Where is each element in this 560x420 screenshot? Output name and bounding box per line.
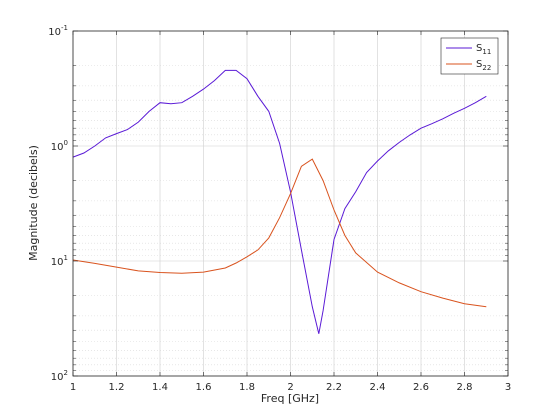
x-tick-label: 2: [287, 382, 293, 393]
series-line-s22: [72, 158, 487, 308]
y-tick-label: 10-1: [48, 24, 68, 38]
minor-gridlines: [73, 65, 508, 372]
x-tick-label: 2.2: [326, 382, 342, 393]
y-tick-labels: 10-1 100 101 102: [48, 24, 68, 383]
legend-box: [440, 37, 499, 75]
x-tick-labels: 1 1.2 1.4 1.6 1.8 2 2.2 2.4 2.6 2.8 3: [70, 382, 511, 393]
legend-label-s11: S11: [476, 43, 491, 56]
y-tick-label: 100: [51, 139, 68, 153]
x-tick-label: 1.2: [109, 382, 125, 393]
x-axis-label: Freq [GHz]: [261, 392, 319, 405]
legend-label-s22: S22: [476, 59, 491, 72]
x-tick-label: 1.8: [239, 382, 255, 393]
x-tick-label: 1.6: [196, 382, 212, 393]
x-tick-label: 2.8: [457, 382, 473, 393]
y-tick-label: 102: [51, 369, 68, 383]
y-axis-label: Magnitude (decibels): [27, 145, 40, 261]
x-tick-label: 2.6: [413, 382, 429, 393]
x-tick-label: 3: [505, 382, 511, 393]
x-tick-label: 1.4: [152, 382, 168, 393]
tick-marks: [72, 30, 509, 377]
y-tick-label: 101: [51, 254, 68, 268]
x-tick-label: 1: [70, 382, 76, 393]
x-tick-label: 2.4: [370, 382, 386, 393]
series-layer: [72, 69, 487, 334]
series-line-s11: [72, 69, 487, 334]
